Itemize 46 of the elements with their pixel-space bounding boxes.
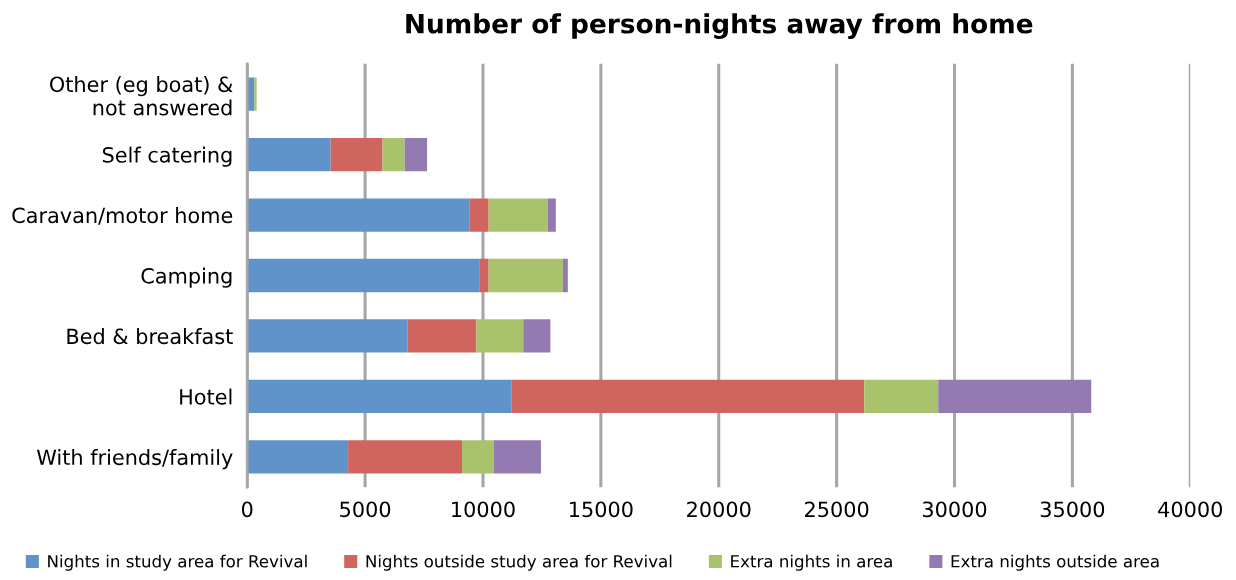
bar xyxy=(547,198,556,232)
bar xyxy=(407,319,477,353)
x-tick-label: 35000 xyxy=(1040,501,1105,518)
y-tick-label: Hotel xyxy=(180,388,232,405)
y-tick-label: With friends/family xyxy=(36,449,233,470)
bar xyxy=(247,198,470,232)
bar xyxy=(488,258,563,293)
x-tick-label: 15000 xyxy=(570,501,633,518)
x-tick-label: 20000 xyxy=(687,501,751,518)
bar xyxy=(330,137,383,172)
x-tick-label: 25000 xyxy=(805,501,869,518)
y-tick-label: Caravan/motor home xyxy=(12,207,233,225)
x-tick-label: 10000 xyxy=(452,501,515,518)
bar xyxy=(247,137,331,172)
bar xyxy=(348,440,462,474)
bar xyxy=(247,440,349,474)
bar xyxy=(247,319,408,353)
legend-label: Nights in study area for Revival xyxy=(48,554,307,571)
x-tick-label: 40000 xyxy=(1158,501,1223,518)
y-tick-label: Other (eg boat) & not answered xyxy=(50,76,233,116)
bar xyxy=(493,440,541,474)
y-tick-label: Camping xyxy=(141,267,232,288)
x-tick-label: 0 xyxy=(241,501,253,518)
bar xyxy=(461,440,494,474)
y-tick-label: Self catering xyxy=(102,146,232,167)
bar xyxy=(469,198,489,232)
bar xyxy=(404,137,428,172)
legend-label: Extra nights in area xyxy=(731,554,892,571)
bar xyxy=(479,258,489,293)
y-tick-label: Bed & breakfast xyxy=(67,328,233,345)
bar xyxy=(254,77,257,111)
bar xyxy=(523,319,551,353)
bar xyxy=(562,258,568,293)
bar xyxy=(488,198,548,232)
bar xyxy=(476,319,524,353)
bar xyxy=(247,258,480,293)
bar xyxy=(511,379,865,414)
x-tick-label: 5000 xyxy=(340,501,391,518)
bar xyxy=(864,379,939,414)
x-tick-label: 30000 xyxy=(922,501,987,518)
chart-title: Number of person-nights away from home xyxy=(406,13,1033,39)
bar xyxy=(938,379,1092,414)
bar xyxy=(382,137,405,172)
legend-label: Extra nights outside area xyxy=(951,554,1159,571)
legend-label: Nights outside study area for Revival xyxy=(366,554,672,571)
bar xyxy=(247,379,512,414)
